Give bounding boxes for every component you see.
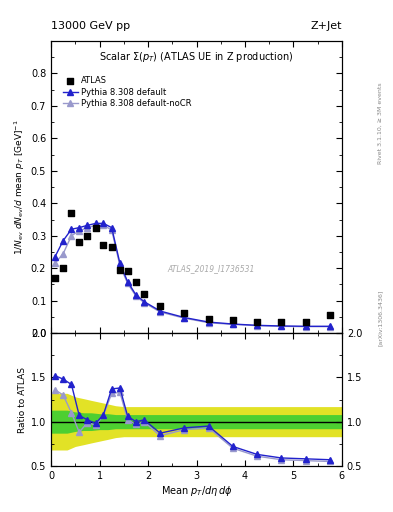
Pythia 8.308 default-noCR	[182, 315, 187, 321]
Pythia 8.308 default-noCR	[101, 222, 106, 228]
X-axis label: Mean $p_T/d\eta\,d\phi$: Mean $p_T/d\eta\,d\phi$	[161, 483, 232, 498]
Pythia 8.308 default-noCR	[93, 222, 98, 228]
Pythia 8.308 default	[61, 238, 66, 244]
ATLAS	[125, 267, 131, 275]
Pythia 8.308 default-noCR	[109, 227, 114, 233]
Line: Pythia 8.308 default: Pythia 8.308 default	[52, 221, 332, 329]
ATLAS	[303, 317, 309, 326]
Pythia 8.308 default-noCR	[77, 228, 82, 234]
Pythia 8.308 default-noCR	[206, 319, 211, 326]
ATLAS	[60, 264, 66, 272]
ATLAS	[141, 289, 147, 297]
Pythia 8.308 default-noCR	[61, 250, 66, 257]
Pythia 8.308 default-noCR	[69, 232, 74, 239]
Pythia 8.308 default-noCR	[125, 281, 130, 287]
Pythia 8.308 default	[158, 308, 163, 314]
Pythia 8.308 default	[69, 226, 74, 232]
ATLAS	[108, 243, 115, 251]
ATLAS	[230, 316, 236, 324]
ATLAS	[157, 302, 163, 310]
Pythia 8.308 default-noCR	[53, 260, 57, 266]
Pythia 8.308 default	[255, 322, 259, 328]
Y-axis label: $1/N_\mathrm{ev}$ $dN_\mathrm{ev}/d$ mean $p_T$ $[\mathrm{GeV}]^{-1}$: $1/N_\mathrm{ev}$ $dN_\mathrm{ev}/d$ mea…	[12, 119, 27, 255]
Pythia 8.308 default	[109, 225, 114, 231]
Pythia 8.308 default-noCR	[85, 225, 90, 231]
ATLAS	[100, 241, 107, 249]
Text: ATLAS_2019_I1736531: ATLAS_2019_I1736531	[167, 264, 255, 273]
ATLAS	[254, 317, 260, 326]
ATLAS	[133, 279, 139, 287]
Pythia 8.308 default-noCR	[231, 322, 235, 328]
Pythia 8.308 default	[327, 323, 332, 329]
ATLAS	[117, 266, 123, 274]
ATLAS	[181, 309, 187, 317]
Pythia 8.308 default	[206, 319, 211, 325]
ATLAS	[68, 209, 75, 217]
ATLAS	[76, 238, 83, 246]
Text: Scalar $\Sigma(p_T)$ (ATLAS UE in Z production): Scalar $\Sigma(p_T)$ (ATLAS UE in Z prod…	[99, 50, 294, 63]
Pythia 8.308 default-noCR	[134, 293, 138, 299]
Text: Rivet 3.1.10, ≥ 3M events: Rivet 3.1.10, ≥ 3M events	[378, 82, 383, 164]
Pythia 8.308 default	[142, 298, 147, 305]
Pythia 8.308 default	[85, 222, 90, 228]
Pythia 8.308 default	[118, 260, 122, 266]
Pythia 8.308 default	[101, 220, 106, 226]
Pythia 8.308 default-noCR	[255, 323, 259, 329]
Pythia 8.308 default	[134, 292, 138, 298]
Pythia 8.308 default-noCR	[279, 323, 284, 329]
Pythia 8.308 default	[182, 314, 187, 321]
Pythia 8.308 default-noCR	[158, 309, 163, 315]
Text: [arXiv:1306.3436]: [arXiv:1306.3436]	[378, 289, 383, 346]
Pythia 8.308 default	[93, 220, 98, 226]
Pythia 8.308 default	[77, 225, 82, 231]
ATLAS	[278, 317, 285, 326]
Text: Z+Jet: Z+Jet	[310, 20, 342, 31]
Pythia 8.308 default-noCR	[303, 324, 308, 330]
Text: 13000 GeV pp: 13000 GeV pp	[51, 20, 130, 31]
Line: Pythia 8.308 default-noCR: Pythia 8.308 default-noCR	[52, 223, 332, 329]
Pythia 8.308 default	[231, 321, 235, 327]
Pythia 8.308 default-noCR	[327, 324, 332, 330]
Pythia 8.308 default	[279, 323, 284, 329]
Legend: ATLAS, Pythia 8.308 default, Pythia 8.308 default-noCR: ATLAS, Pythia 8.308 default, Pythia 8.30…	[61, 74, 193, 110]
Pythia 8.308 default	[125, 279, 130, 285]
Y-axis label: Ratio to ATLAS: Ratio to ATLAS	[18, 367, 27, 433]
ATLAS	[92, 224, 99, 232]
ATLAS	[52, 274, 58, 282]
ATLAS	[327, 311, 333, 319]
Pythia 8.308 default-noCR	[142, 300, 147, 306]
ATLAS	[206, 314, 212, 323]
Pythia 8.308 default	[303, 323, 308, 329]
ATLAS	[84, 231, 91, 240]
Pythia 8.308 default	[53, 254, 57, 260]
Pythia 8.308 default-noCR	[118, 263, 122, 269]
